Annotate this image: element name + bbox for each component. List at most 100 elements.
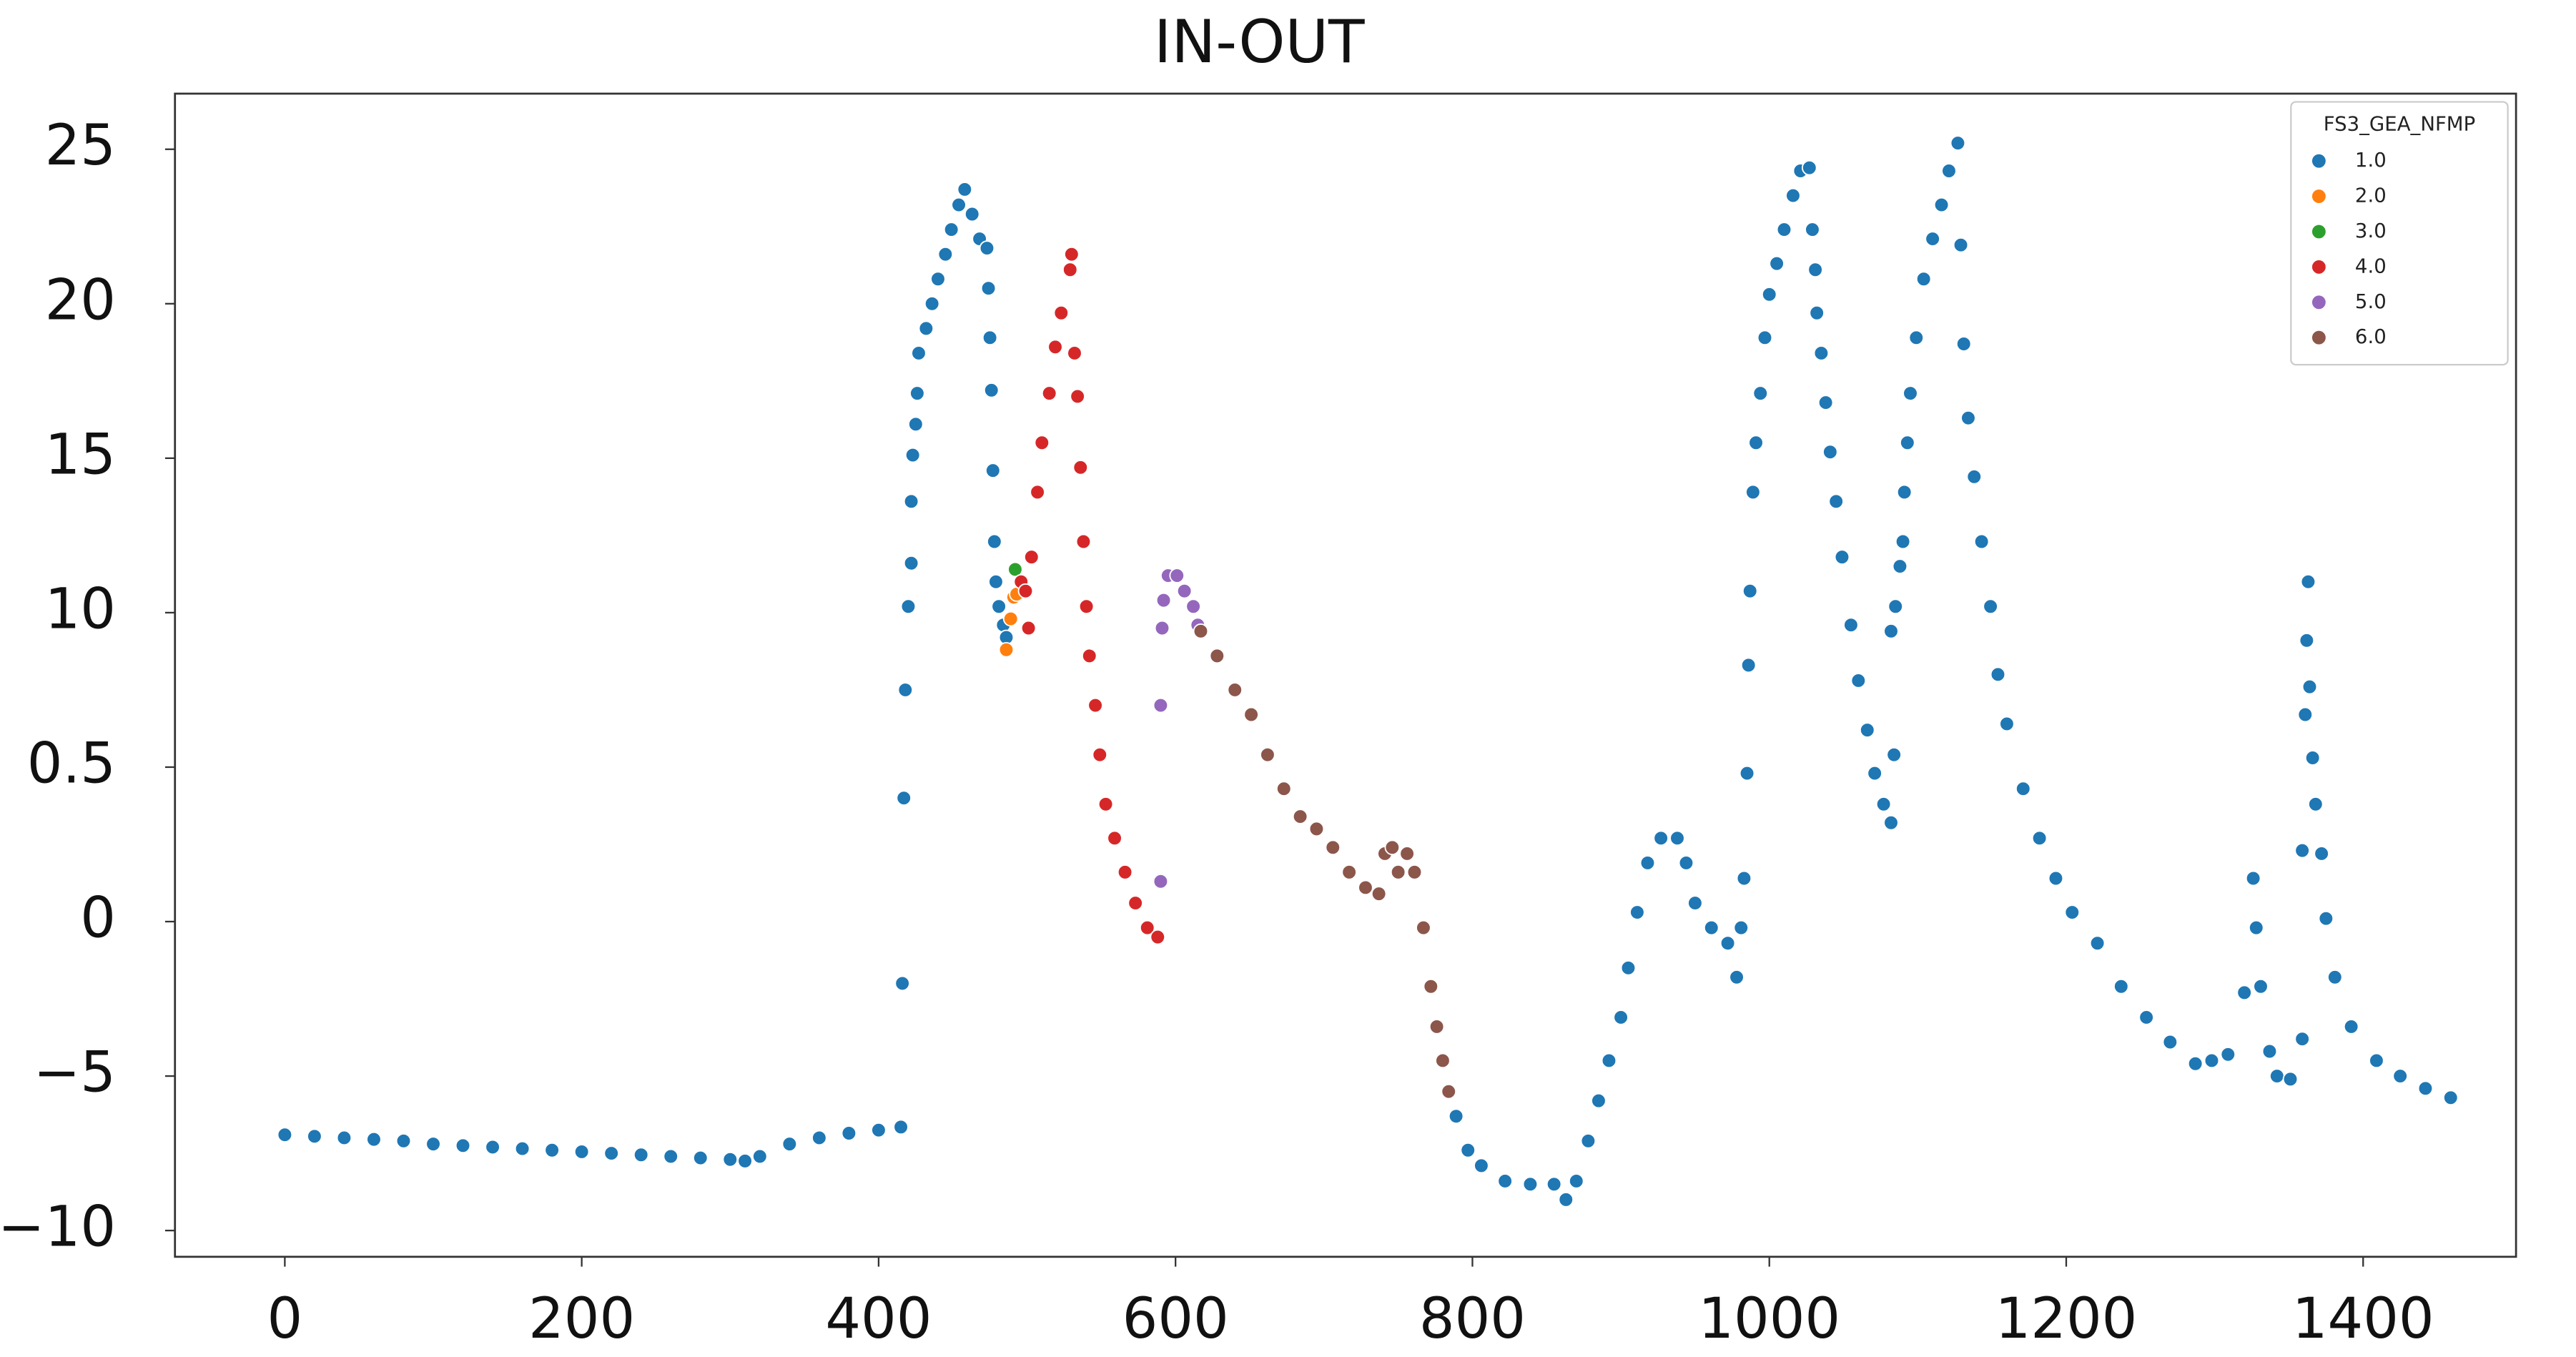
point (1097, 796, 1114, 812)
point (2392, 1068, 2408, 1084)
point (2048, 870, 2064, 887)
legend-marker (2311, 188, 2327, 204)
point (603, 1145, 619, 1161)
plot-frame (174, 92, 2517, 1258)
point (2327, 969, 2343, 985)
point (1092, 746, 1108, 763)
point (1843, 617, 1859, 633)
point (1776, 222, 1792, 237)
point (1023, 549, 1040, 565)
point (894, 975, 910, 992)
point (1558, 1192, 1574, 1208)
point (1745, 484, 1761, 500)
point (1107, 830, 1122, 847)
point (1887, 598, 1904, 615)
point (2064, 904, 2081, 920)
point (2187, 1055, 2204, 1072)
point (904, 447, 921, 463)
point (1769, 255, 1785, 272)
y-tick-label: 20 (45, 267, 116, 332)
point (1580, 1133, 1597, 1149)
point (1915, 271, 1932, 287)
point (1785, 187, 1801, 204)
point (900, 598, 917, 615)
point (1740, 657, 1757, 673)
y-tick-label: 0.5 (27, 731, 116, 796)
point (1892, 558, 1908, 574)
y-tick-label: 15 (45, 422, 116, 487)
point (781, 1136, 798, 1152)
point (1729, 969, 1745, 985)
point (2294, 1031, 2310, 1047)
point (544, 1142, 560, 1158)
x-tick-label: 0 (267, 1286, 303, 1351)
point (2294, 842, 2310, 859)
point (1497, 1173, 1513, 1189)
point (1007, 561, 1023, 578)
point (1629, 904, 1645, 920)
point (1828, 493, 1844, 510)
y-tick-label: −10 (0, 1195, 116, 1260)
point (988, 573, 1004, 590)
point (1384, 839, 1401, 856)
point (1062, 262, 1078, 278)
point (1933, 197, 1950, 213)
point (1067, 345, 1082, 361)
point (1341, 864, 1357, 880)
point (1941, 163, 1957, 179)
x-tick-label: 600 (1122, 1286, 1229, 1351)
legend-label: 2.0 (2355, 184, 2387, 207)
point (1070, 388, 1085, 405)
point (1669, 830, 1685, 847)
point (2417, 1080, 2434, 1097)
point (1017, 583, 1034, 599)
legend-marker (2311, 152, 2327, 169)
point (1064, 246, 1080, 262)
point (987, 533, 1002, 550)
point (1953, 237, 1969, 253)
point (903, 493, 919, 510)
point (1883, 623, 1899, 639)
point (692, 1150, 709, 1166)
point (924, 296, 940, 312)
point (1653, 830, 1669, 847)
point (485, 1139, 500, 1155)
point (573, 1144, 590, 1160)
point (1185, 598, 1201, 615)
point (964, 206, 980, 222)
point (1127, 895, 1143, 911)
point (1613, 1010, 1629, 1025)
point (1955, 336, 1972, 352)
legend-label: 3.0 (2355, 219, 2387, 242)
point (2031, 830, 2048, 847)
point (2253, 978, 2269, 995)
point (737, 1153, 753, 1169)
legend-label: 1.0 (2355, 148, 2387, 172)
point (1908, 330, 1925, 346)
point (911, 345, 927, 361)
point (2245, 870, 2261, 887)
point (1002, 611, 1019, 627)
point (1678, 855, 1694, 871)
point (1075, 533, 1092, 550)
point (896, 790, 912, 806)
point (957, 182, 973, 197)
point (1260, 746, 1275, 763)
point (1757, 330, 1773, 346)
point (336, 1130, 352, 1146)
point (1817, 395, 1834, 410)
point (1423, 978, 1439, 995)
point (2015, 781, 2031, 797)
point (1169, 568, 1185, 583)
point (1903, 385, 1918, 401)
point (903, 555, 919, 571)
point (2269, 1068, 2285, 1084)
point (1752, 385, 1769, 401)
point (983, 382, 1000, 398)
point (1973, 533, 1990, 550)
point (1406, 864, 1423, 880)
legend-marker (2311, 294, 2327, 311)
point (984, 463, 1001, 478)
point (1078, 598, 1095, 615)
point (1813, 345, 1830, 361)
